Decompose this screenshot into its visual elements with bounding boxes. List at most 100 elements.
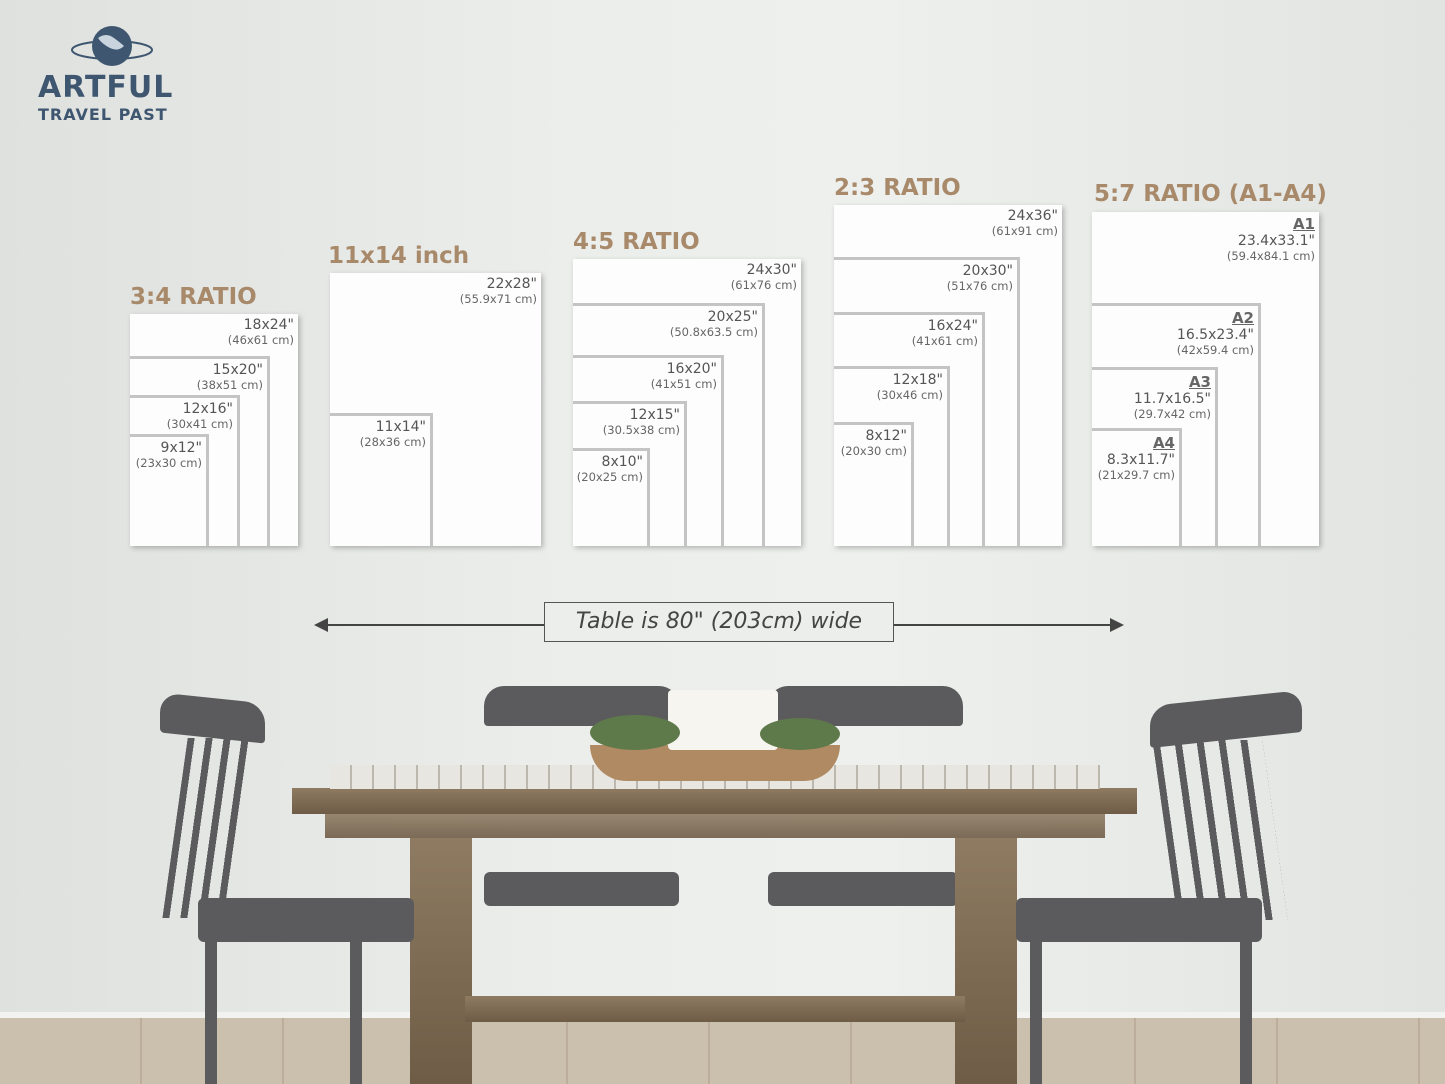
size-cm: (30x41 cm) [166, 417, 233, 431]
size-cm: (30.5x38 cm) [602, 423, 680, 437]
size-inches: 20x30" [962, 263, 1013, 279]
print-size-frame: A4 8.3x11.7" (21x29.7 cm) [1092, 428, 1182, 546]
paper-size-name: A2 [1231, 309, 1254, 327]
print-size-frame: 11x14" (28x36 cm) [330, 413, 433, 546]
chair-seat [198, 898, 414, 942]
frame-label: A1 23.4x33.1" (59.4x84.1 cm) [1227, 215, 1315, 263]
succulent-plant [760, 718, 840, 750]
frame-label: 15x20" (38x51 cm) [197, 362, 263, 392]
group-title: 3:4 RATIO [130, 284, 257, 310]
width-arrow-right [894, 624, 1114, 626]
succulent-plant [590, 715, 680, 750]
width-arrow-left [322, 624, 544, 626]
group-title: 4:5 RATIO [573, 229, 700, 255]
group-title: 11x14 inch [328, 243, 470, 269]
size-inches: 24x30" [746, 262, 797, 278]
size-cm: (20x30 cm) [840, 444, 907, 458]
frame-label: 24x36" (61x91 cm) [992, 208, 1058, 238]
size-cm: (41x51 cm) [650, 377, 717, 391]
size-cm: (38x51 cm) [196, 378, 263, 392]
chair-spindles [162, 738, 258, 918]
size-cm: (42x59.4 cm) [1176, 343, 1254, 357]
frame-label: 8x10" (20x25 cm) [577, 454, 643, 484]
size-inches: 12x16" [182, 401, 233, 417]
print-size-frame: 9x12" (23x30 cm) [130, 434, 209, 546]
wood-floor [0, 1018, 1445, 1084]
size-inches: 24x36" [1007, 208, 1058, 224]
chair-seat [484, 872, 679, 906]
size-cm: (50.8x63.5 cm) [669, 325, 758, 339]
size-inches: 8.3x11.7" [1106, 452, 1175, 468]
print-size-frame: 8x12" (20x30 cm) [834, 422, 914, 546]
brand-line1: ARTFUL [38, 70, 174, 105]
brand-line2: TRAVEL PAST [38, 105, 168, 124]
paper-size-name: A3 [1188, 373, 1211, 391]
size-inches: 23.4x33.1" [1237, 233, 1315, 249]
table-leg [955, 838, 1017, 1084]
paper-size-name: A4 [1152, 434, 1175, 452]
size-cm: (29.7x42 cm) [1133, 407, 1211, 421]
frame-label: 12x16" (30x41 cm) [167, 401, 233, 431]
frame-label: 18x24" (46x61 cm) [228, 317, 294, 347]
frame-label: A3 11.7x16.5" (29.7x42 cm) [1134, 373, 1211, 421]
frame-label: 20x25" (50.8x63.5 cm) [670, 309, 758, 339]
size-cm: (59.4x84.1 cm) [1226, 249, 1315, 263]
size-cm: (46x61 cm) [227, 333, 294, 347]
size-cm: (21x29.7 cm) [1097, 468, 1175, 482]
group-title: 2:3 RATIO [834, 175, 961, 201]
wooden-bowl [590, 745, 840, 781]
size-inches: 15x20" [212, 362, 263, 378]
chair-seat [1016, 898, 1262, 942]
size-cm: (61x76 cm) [730, 278, 797, 292]
frame-label: 20x30" (51x76 cm) [947, 263, 1013, 293]
frame-label: 12x18" (30x46 cm) [877, 372, 943, 402]
size-cm: (23x30 cm) [135, 456, 202, 470]
table-stretcher [465, 996, 965, 1022]
table-apron [325, 814, 1105, 838]
size-inches: 11x14" [375, 419, 426, 435]
size-inches: 9x12" [160, 440, 202, 456]
size-inches: 22x28" [486, 276, 537, 292]
size-inches: 8x12" [865, 428, 907, 444]
size-inches: 11.7x16.5" [1133, 391, 1211, 407]
size-cm: (51x76 cm) [946, 279, 1013, 293]
candles [668, 690, 778, 750]
table-leg [410, 838, 472, 1084]
print-size-frame: 8x10" (20x25 cm) [573, 448, 650, 546]
chair-left-back [160, 692, 265, 744]
size-cm: (55.9x71 cm) [459, 292, 537, 306]
table-top [292, 788, 1137, 814]
size-inches: 20x25" [707, 309, 758, 325]
frame-label: 11x14" (28x36 cm) [360, 419, 426, 449]
size-inches: 12x15" [629, 407, 680, 423]
size-inches: 18x24" [243, 317, 294, 333]
size-cm: (41x61 cm) [911, 334, 978, 348]
frame-label: 24x30" (61x76 cm) [731, 262, 797, 292]
chair-leg [1240, 940, 1252, 1084]
globe-icon [71, 26, 153, 66]
size-cm: (20x25 cm) [576, 470, 643, 484]
chair-seat [768, 872, 958, 906]
group-title: 5:7 RATIO (A1-A4) [1094, 181, 1327, 207]
frame-label: 16x24" (41x61 cm) [912, 318, 978, 348]
paper-size-name: A1 [1292, 215, 1315, 233]
table-width-label: Table is 80" (203cm) wide [544, 602, 894, 642]
size-inches: 16x24" [927, 318, 978, 334]
frame-label: 8x12" (20x30 cm) [841, 428, 907, 458]
size-inches: 8x10" [601, 454, 643, 470]
frame-label: 12x15" (30.5x38 cm) [603, 407, 680, 437]
arrowhead-right-icon [1110, 618, 1124, 632]
frame-label: 22x28" (55.9x71 cm) [460, 276, 537, 306]
size-cm: (61x91 cm) [991, 224, 1058, 238]
size-inches: 16.5x23.4" [1176, 327, 1254, 343]
frame-label: A2 16.5x23.4" (42x59.4 cm) [1177, 309, 1254, 357]
size-inches: 12x18" [892, 372, 943, 388]
chair-spindles [1152, 740, 1288, 920]
chair-leg [350, 940, 362, 1084]
size-inches: 16x20" [666, 361, 717, 377]
chair-leg [205, 940, 217, 1084]
frame-label: A4 8.3x11.7" (21x29.7 cm) [1098, 434, 1175, 482]
size-cm: (30x46 cm) [876, 388, 943, 402]
size-cm: (28x36 cm) [359, 435, 426, 449]
frame-label: 9x12" (23x30 cm) [136, 440, 202, 470]
